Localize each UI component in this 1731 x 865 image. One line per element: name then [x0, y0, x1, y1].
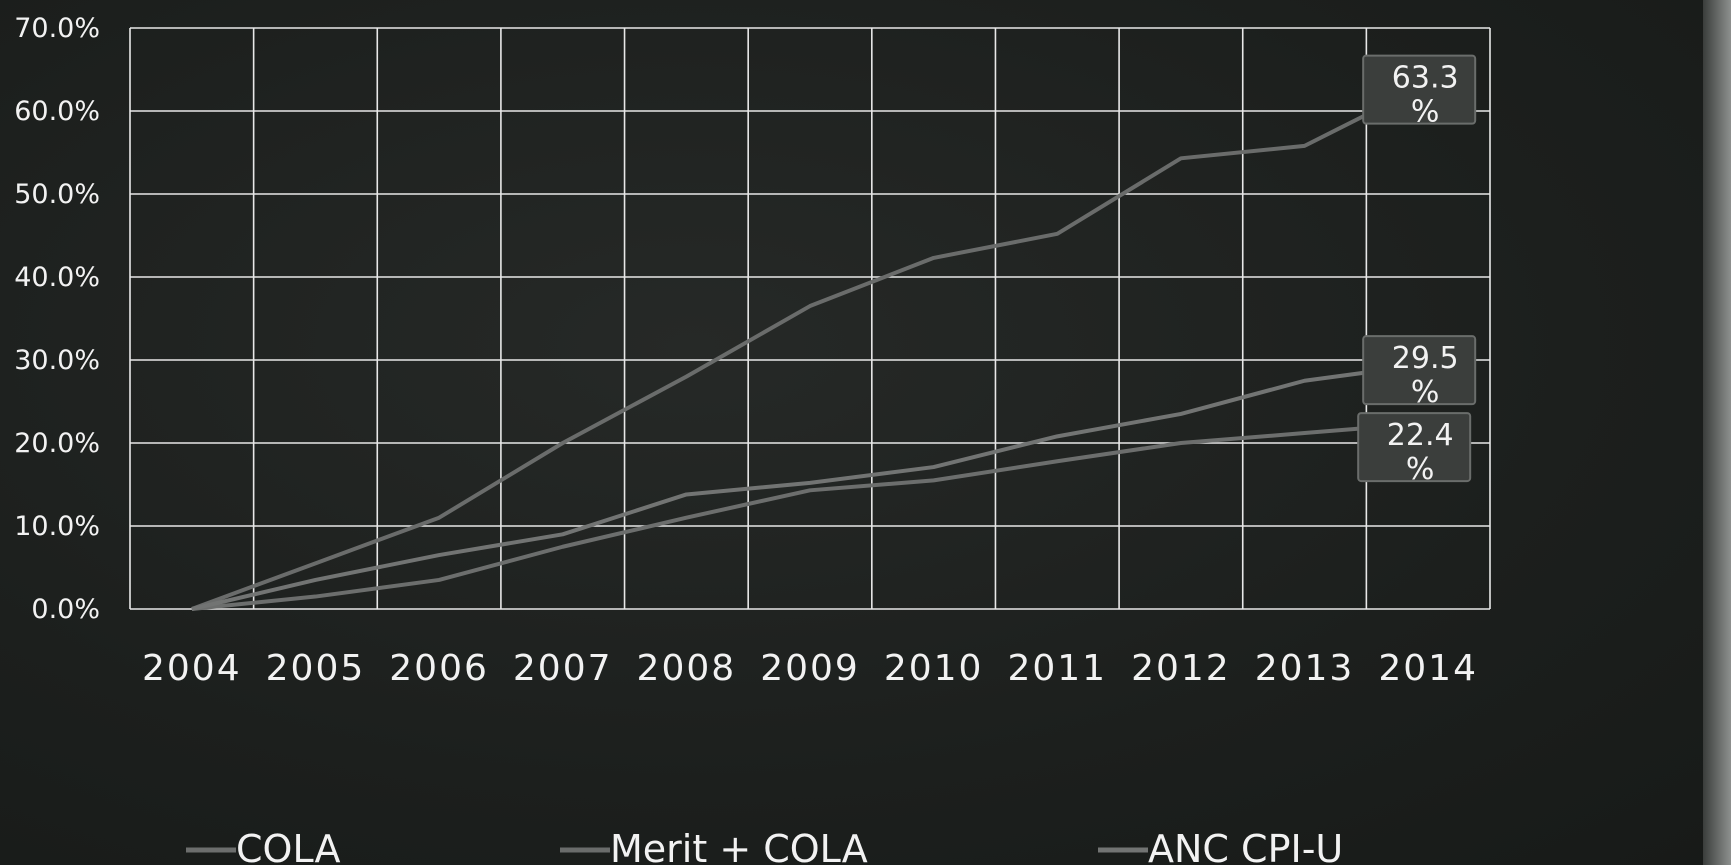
legend-label: COLA: [236, 827, 340, 865]
x-tick-label: 2004: [142, 648, 242, 689]
legend-label: ANC CPI-U: [1148, 827, 1343, 865]
grid: [129, 27, 1491, 610]
series-line: [191, 81, 1430, 611]
y-axis-ticks: 0.0% 10.0% 20.0% 30.0% 40.0% 50.0% 60.0% 70.0%: [14, 13, 100, 625]
end-label-text: 63.3: [1392, 61, 1459, 96]
x-tick-label: 2014: [1378, 648, 1478, 689]
y-tick-label: 60.0%: [14, 96, 100, 127]
x-axis-ticks: 2004 2005 2006 2007 2008 2009 2010 2011 2012 2013…: [142, 648, 1478, 689]
x-tick-label: 2012: [1131, 648, 1231, 689]
x-tick-label: 2005: [266, 648, 366, 689]
end-label-box: [1357, 412, 1472, 483]
legend: COLA Merit + COLA ANC CPI-U: [186, 827, 1343, 865]
end-value-label: 29.5%: [1362, 335, 1477, 410]
end-label-box: [1362, 54, 1477, 125]
x-tick-label: 2007: [513, 648, 613, 689]
x-tick-label: 2011: [1007, 648, 1107, 689]
y-tick-label: 0.0%: [31, 594, 100, 625]
y-tick-label: 20.0%: [14, 428, 100, 459]
legend-item: COLA: [186, 827, 340, 865]
x-tick-label: 2009: [760, 648, 860, 689]
page-edge: [1703, 0, 1731, 865]
y-tick-label: 70.0%: [14, 13, 100, 44]
end-label-text: %: [1411, 95, 1440, 130]
end-label-text: 22.4: [1387, 418, 1454, 453]
series-line: [191, 362, 1429, 611]
end-label-box: [1362, 335, 1477, 406]
x-tick-label: 2006: [389, 648, 489, 689]
end-label-text: %: [1406, 452, 1435, 487]
x-tick-label: 2008: [637, 648, 737, 689]
legend-item: Merit + COLA: [560, 827, 868, 865]
end-value-label: 63.3%: [1362, 54, 1477, 130]
y-tick-label: 10.0%: [14, 511, 100, 542]
x-tick-label: 2010: [884, 648, 984, 689]
end-labels: 22.4%63.3%29.5%: [1357, 54, 1477, 487]
end-value-label: 22.4%: [1357, 412, 1472, 487]
series-line: [191, 421, 1429, 611]
end-label-text: 29.5: [1392, 341, 1459, 376]
y-tick-label: 50.0%: [14, 179, 100, 210]
y-tick-label: 40.0%: [14, 262, 100, 293]
legend-label: Merit + COLA: [610, 827, 868, 865]
series-lines: [191, 81, 1430, 611]
y-tick-label: 30.0%: [14, 345, 100, 376]
end-label-text: %: [1411, 375, 1440, 410]
x-tick-label: 2013: [1255, 648, 1355, 689]
legend-item: ANC CPI-U: [1098, 827, 1343, 865]
